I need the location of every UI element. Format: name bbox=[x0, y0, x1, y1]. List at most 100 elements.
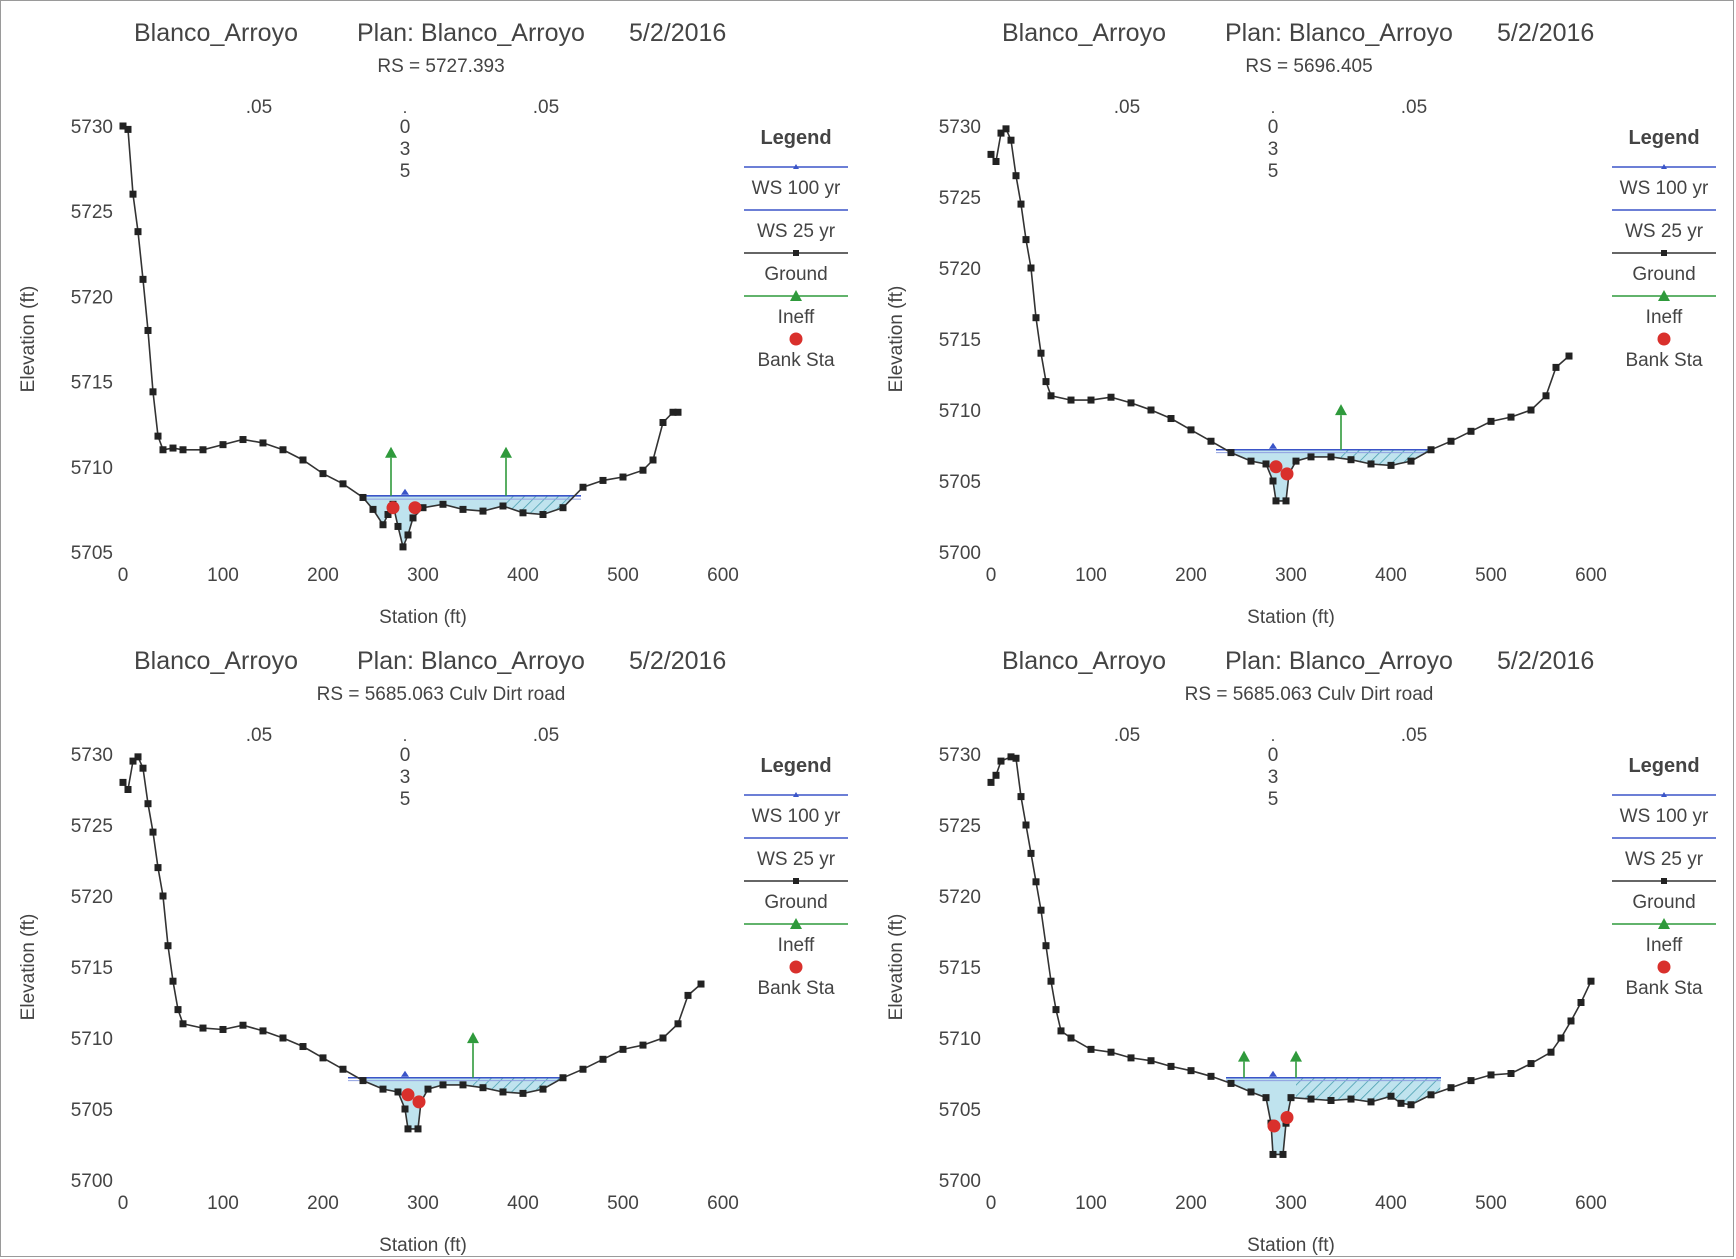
ground-point bbox=[1547, 1048, 1555, 1056]
legend-label: WS 25 yr bbox=[1625, 221, 1704, 242]
ground-point bbox=[369, 505, 377, 513]
ground-point bbox=[1347, 456, 1355, 464]
legend-ineff-marker bbox=[790, 918, 802, 929]
y-tick-label: 5705 bbox=[939, 472, 981, 493]
ground-point bbox=[359, 1077, 367, 1085]
legend-bank-marker bbox=[789, 332, 803, 346]
ground-point bbox=[401, 1105, 409, 1113]
chart-title-project: Blanco_Arroyo bbox=[134, 647, 298, 675]
y-tick-label: 5715 bbox=[71, 373, 113, 394]
ground-point bbox=[669, 408, 677, 416]
ground-point bbox=[559, 1074, 567, 1082]
ground-point bbox=[1397, 1099, 1405, 1107]
chart-title-plan: Plan: Blanco_Arroyo bbox=[1225, 19, 1453, 47]
mannings-center-dot: . bbox=[403, 98, 408, 117]
legend-ws100-marker bbox=[793, 164, 799, 169]
ground-point bbox=[319, 1054, 327, 1062]
ground-point bbox=[992, 158, 1000, 165]
ground-point bbox=[1022, 236, 1030, 244]
y-tick-label: 5705 bbox=[939, 1100, 981, 1121]
x-tick-label: 100 bbox=[207, 1193, 239, 1214]
legend-bank-marker bbox=[1657, 960, 1671, 974]
ground-point bbox=[159, 446, 167, 454]
ground-point bbox=[119, 778, 127, 786]
ground-point bbox=[997, 757, 1005, 765]
y-tick-label: 5725 bbox=[939, 816, 981, 837]
mannings-center-digit: 0 bbox=[400, 745, 411, 766]
ground-point bbox=[1507, 1070, 1515, 1077]
legend-title: Legend bbox=[1628, 127, 1699, 149]
ground-point bbox=[539, 1085, 547, 1093]
ground-point bbox=[394, 522, 402, 530]
ground-point bbox=[1427, 446, 1435, 454]
ground-point bbox=[1107, 1048, 1115, 1056]
ground-point bbox=[129, 190, 137, 198]
chart-panel-rs-5685-culv-b: Blanco_Arroyo Plan: Blanco_Arroyo 5/2/2016… bbox=[869, 629, 1736, 1257]
ground-point bbox=[1307, 1095, 1315, 1103]
y-axis-label: Elevation (ft) bbox=[886, 914, 907, 1021]
ground-point bbox=[384, 511, 392, 519]
x-tick-label: 100 bbox=[1075, 565, 1107, 586]
mannings-right: .05 bbox=[1401, 97, 1427, 118]
ground-point bbox=[1287, 1094, 1295, 1102]
ground-point bbox=[1507, 413, 1515, 421]
ground-point bbox=[319, 470, 327, 478]
ground-point bbox=[1262, 1094, 1270, 1102]
bank-station-marker bbox=[1280, 1111, 1294, 1125]
mannings-left: .05 bbox=[246, 725, 272, 746]
ground-point bbox=[139, 275, 147, 283]
mannings-center-digit: 3 bbox=[1268, 767, 1279, 788]
x-axis-label: Station (ft) bbox=[1247, 607, 1335, 628]
ground-point bbox=[1087, 396, 1095, 404]
ground-point bbox=[1067, 396, 1075, 404]
ground-point bbox=[519, 1089, 527, 1097]
ground-point bbox=[639, 466, 647, 474]
ground-point bbox=[419, 504, 427, 512]
bank-station-marker bbox=[1267, 1119, 1281, 1133]
mannings-center-digit: 5 bbox=[400, 789, 411, 810]
ground-point bbox=[279, 446, 287, 454]
ground-point bbox=[1037, 906, 1045, 914]
x-tick-label: 500 bbox=[1475, 565, 1507, 586]
ground-point bbox=[1147, 1057, 1155, 1065]
ground-point bbox=[154, 864, 162, 872]
ground-point bbox=[1367, 460, 1375, 468]
ground-point bbox=[359, 493, 367, 501]
ground-point bbox=[1292, 457, 1300, 465]
ground-point bbox=[299, 456, 307, 464]
ground-point bbox=[1527, 406, 1535, 414]
ground-point bbox=[1279, 1150, 1287, 1158]
y-tick-label: 5730 bbox=[71, 117, 113, 138]
legend-label: Bank Sta bbox=[1625, 350, 1703, 371]
bank-station-marker bbox=[401, 1088, 415, 1102]
ground-point bbox=[1047, 977, 1055, 985]
chart-svg: Blanco_Arroyo Plan: Blanco_Arroyo 5/2/2016… bbox=[18, 19, 848, 628]
ground-point bbox=[1542, 392, 1550, 400]
x-tick-label: 300 bbox=[407, 1193, 439, 1214]
x-tick-label: 0 bbox=[118, 565, 129, 586]
ground-point bbox=[992, 771, 1000, 779]
ground-point bbox=[394, 1088, 402, 1096]
ground-point bbox=[1002, 125, 1010, 133]
ground-point bbox=[1327, 1096, 1335, 1104]
legend-ground-marker bbox=[1661, 878, 1667, 884]
y-tick-label: 5715 bbox=[939, 330, 981, 351]
y-tick-label: 5725 bbox=[71, 816, 113, 837]
mannings-center-digit: 3 bbox=[400, 767, 411, 788]
ground-line bbox=[122, 125, 678, 550]
legend-bank-marker bbox=[1657, 332, 1671, 346]
x-tick-label: 600 bbox=[1575, 565, 1607, 586]
ground-point bbox=[149, 828, 157, 836]
legend-ground-marker bbox=[1661, 250, 1667, 256]
x-tick-label: 200 bbox=[307, 1193, 339, 1214]
bank-station-marker bbox=[1269, 460, 1283, 474]
ground-point bbox=[1567, 1017, 1575, 1025]
x-tick-label: 400 bbox=[507, 1193, 539, 1214]
ground-point bbox=[459, 1081, 467, 1089]
legend-ground-marker bbox=[793, 878, 799, 884]
mannings-left: .05 bbox=[1114, 97, 1140, 118]
ws-100yr-marker bbox=[401, 488, 409, 495]
mannings-center-digit: 0 bbox=[1268, 117, 1279, 138]
legend-ground-marker bbox=[793, 250, 799, 256]
ground-point bbox=[1032, 314, 1040, 322]
